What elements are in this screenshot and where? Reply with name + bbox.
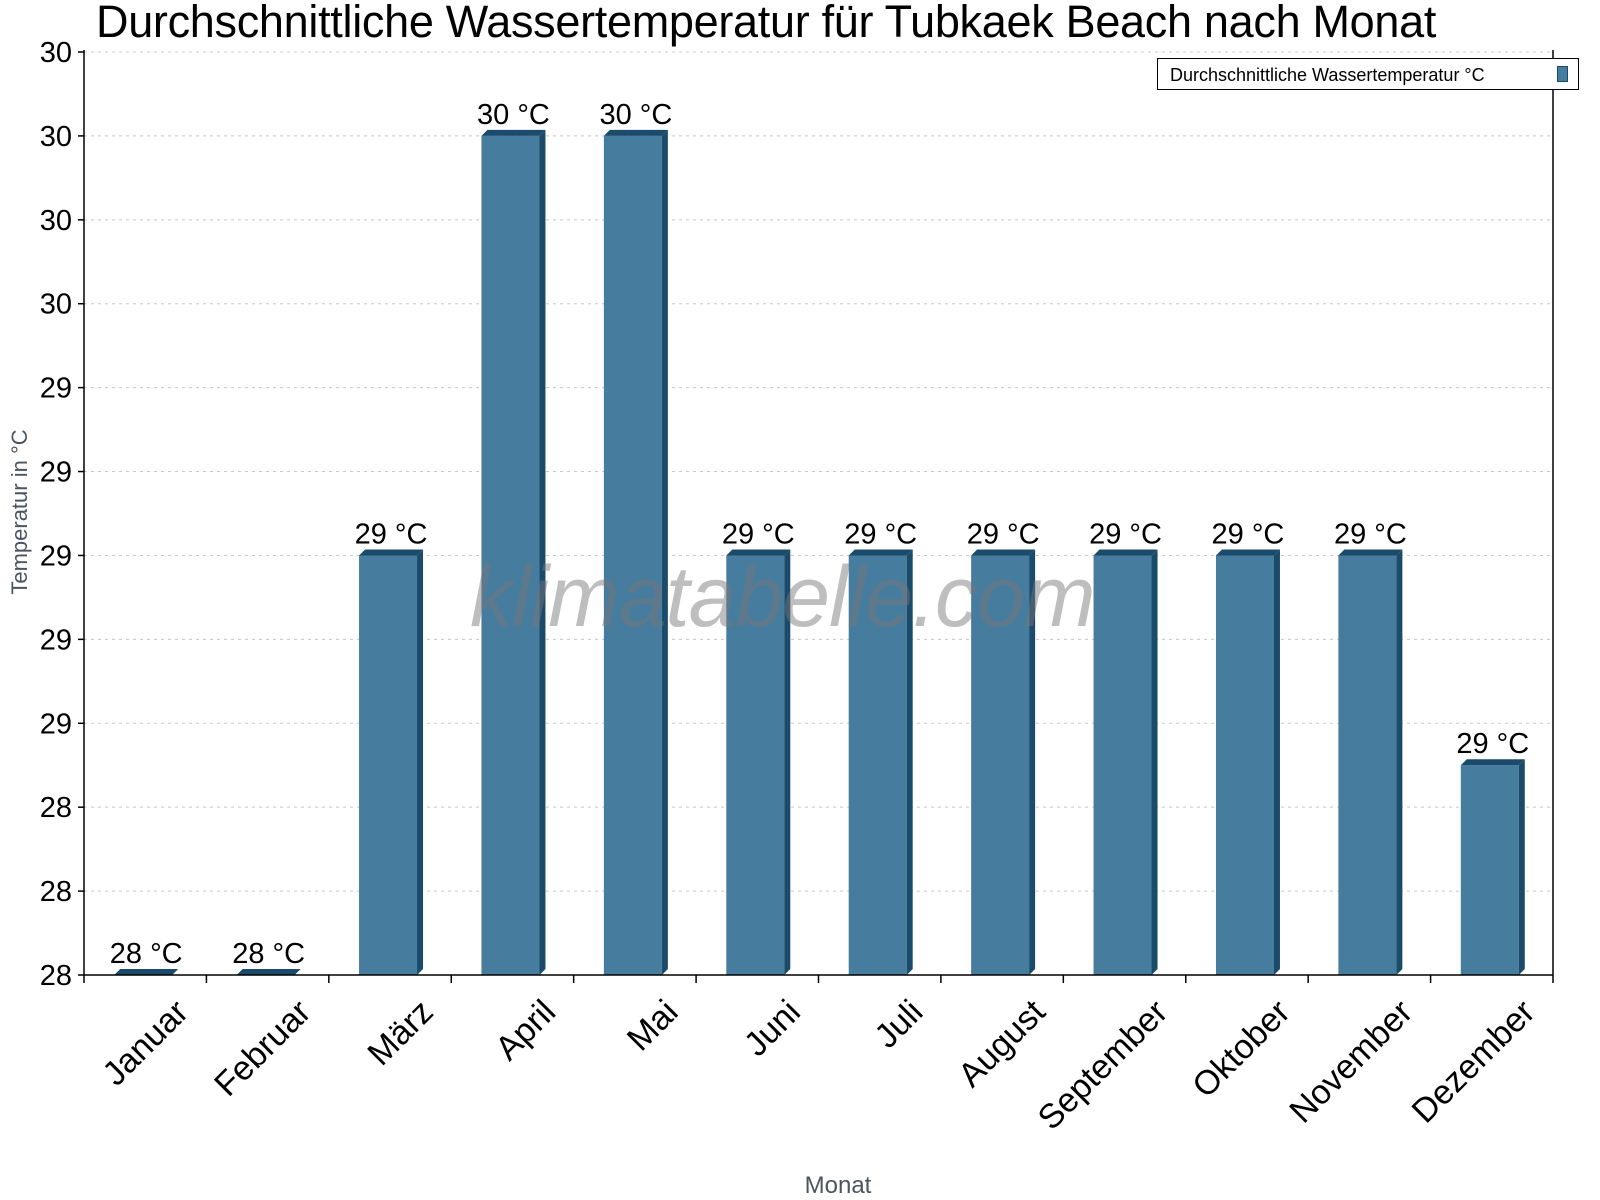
- chart-title: Durchschnittliche Wassertemperatur für T…: [96, 0, 1437, 47]
- x-tick-label: April: [488, 993, 563, 1068]
- bar[interactable]: [971, 549, 1036, 975]
- data-label: 30 °C: [599, 99, 672, 131]
- x-tick-labels: Januar Februar März April Mai Juni Juli AugustS…: [95, 992, 1542, 1137]
- data-label: 28 °C: [232, 938, 305, 970]
- y-tick-label: 29: [40, 457, 72, 489]
- x-tick-label: Juli: [867, 993, 930, 1056]
- y-tick-label: 29: [40, 624, 72, 656]
- bar[interactable]: [1093, 549, 1158, 975]
- bar[interactable]: [481, 129, 546, 976]
- x-tick-label: Juni: [737, 993, 808, 1064]
- data-label: 29 °C: [1089, 518, 1162, 550]
- data-labels: 28 °C 28 °C 29 °C 30 °C 30 °C 29 °C 29 °C 29 °C…: [110, 99, 1529, 970]
- y-tick-label: 30: [40, 205, 72, 237]
- bar[interactable]: [359, 549, 424, 975]
- bar[interactable]: [236, 969, 301, 975]
- x-tick-label: August: [951, 992, 1053, 1094]
- x-tick-label: März: [360, 993, 440, 1073]
- bar[interactable]: [1215, 549, 1280, 975]
- x-tick-label: Dezember: [1405, 993, 1543, 1131]
- data-label: 29 °C: [722, 518, 795, 550]
- y-tick-label: 30: [40, 121, 72, 153]
- legend-swatch-icon: [1557, 66, 1568, 82]
- y-tick-label: 28: [40, 960, 72, 992]
- data-label: 29 °C: [355, 518, 428, 550]
- x-tick-label: Oktober: [1185, 993, 1297, 1105]
- bar[interactable]: [603, 129, 668, 976]
- bar[interactable]: [114, 969, 179, 975]
- y-tick-label: 28: [40, 876, 72, 908]
- x-tick-label: Januar: [95, 993, 195, 1093]
- bar[interactable]: [1460, 759, 1525, 975]
- axes: [78, 50, 1554, 983]
- x-axis-label: Monat: [804, 1172, 872, 1199]
- x-tick-label: Mai: [620, 993, 686, 1059]
- data-label: 30 °C: [477, 99, 550, 131]
- y-tick-label: 29: [40, 708, 72, 740]
- gridlines: [84, 51, 1553, 892]
- bar[interactable]: [1338, 549, 1403, 975]
- y-tick-label: 28: [40, 792, 72, 824]
- bars: [114, 129, 1525, 976]
- data-label: 28 °C: [110, 938, 183, 970]
- x-tick-label: November: [1282, 993, 1420, 1131]
- y-tick-label: 29: [40, 540, 72, 572]
- data-label: 29 °C: [1334, 518, 1407, 550]
- y-axis-label: Temperatur in °C: [7, 429, 32, 595]
- data-label: 29 °C: [844, 518, 917, 550]
- data-label: 29 °C: [1212, 518, 1285, 550]
- x-tick-label: Februar: [207, 993, 318, 1104]
- y-tick-label: 30: [40, 289, 72, 321]
- bar[interactable]: [848, 549, 913, 975]
- y-tick-label: 30: [40, 37, 72, 69]
- y-tick-labels: 28 28 28 29 29 29 29 29 30 30 30 30: [40, 37, 72, 992]
- legend: Durchschnittliche Wassertemperatur °C: [1157, 58, 1579, 90]
- x-tick-label: September: [1031, 993, 1175, 1137]
- bar[interactable]: [726, 549, 791, 975]
- data-label: 29 °C: [967, 518, 1040, 550]
- data-label: 29 °C: [1456, 728, 1529, 760]
- legend-label: Durchschnittliche Wassertemperatur °C: [1170, 65, 1485, 85]
- y-tick-label: 29: [40, 373, 72, 405]
